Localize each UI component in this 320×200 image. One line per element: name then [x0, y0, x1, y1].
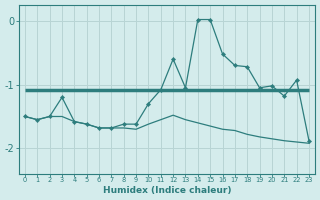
X-axis label: Humidex (Indice chaleur): Humidex (Indice chaleur) [103, 186, 231, 195]
